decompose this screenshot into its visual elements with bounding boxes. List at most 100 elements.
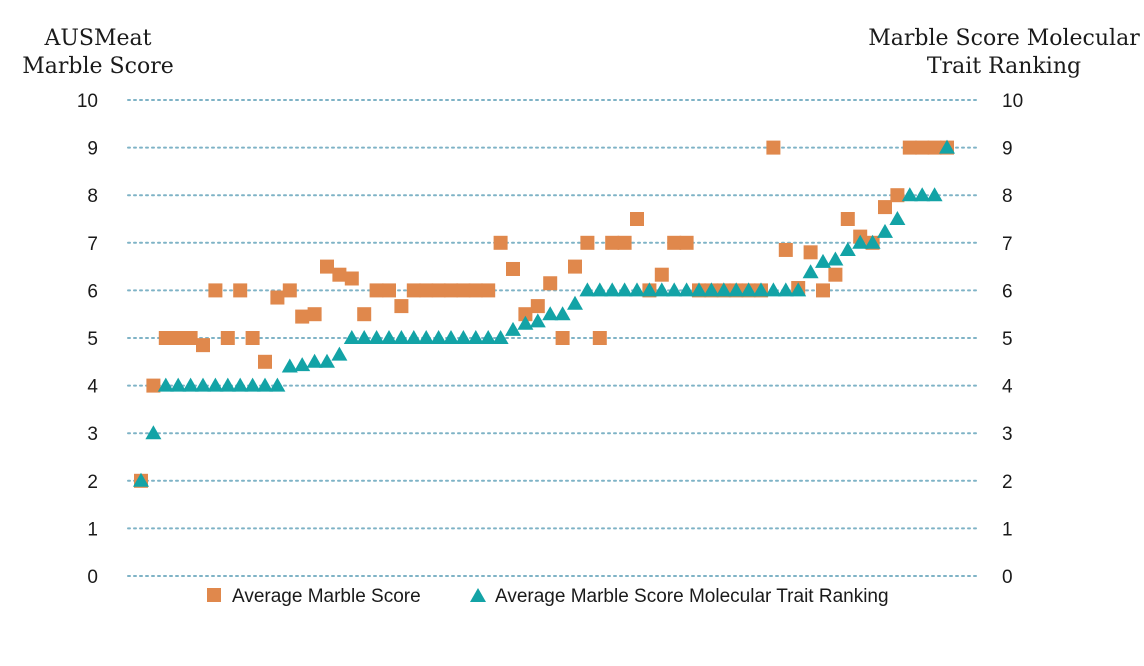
molecular-trait-point bbox=[852, 234, 869, 249]
gridlines bbox=[127, 99, 981, 577]
right-tick-label-6: 6 bbox=[1002, 281, 1013, 302]
marble-score-point bbox=[245, 331, 260, 345]
marble-score-point bbox=[468, 283, 483, 298]
molecular-trait-point bbox=[678, 282, 695, 297]
molecular-trait-point bbox=[691, 282, 707, 297]
marble-score-point bbox=[766, 140, 781, 155]
molecular-trait-point bbox=[182, 377, 199, 392]
marble-score-point bbox=[543, 276, 558, 291]
molecular-trait-point bbox=[579, 282, 596, 297]
right-tick-label-0: 0 bbox=[1002, 567, 1013, 588]
molecular-trait-point bbox=[914, 187, 931, 202]
legend-square-marker bbox=[207, 588, 221, 602]
legend-triangle-marker bbox=[470, 588, 486, 602]
marble-score-point bbox=[369, 283, 384, 298]
left-tick-label-1: 1 bbox=[87, 519, 98, 540]
marble-score-point bbox=[444, 283, 458, 298]
marble-score-point bbox=[233, 283, 248, 298]
marble-score-point bbox=[890, 188, 905, 203]
marble-score-point bbox=[568, 259, 582, 274]
molecular-trait-point bbox=[430, 330, 447, 344]
molecular-trait-point bbox=[393, 330, 410, 344]
marble-score-point bbox=[592, 331, 607, 345]
marble-score-point bbox=[828, 267, 843, 282]
molecular-trait-point bbox=[591, 282, 608, 297]
molecular-trait-point bbox=[319, 353, 335, 368]
molecular-trait-point bbox=[827, 251, 844, 266]
marble-score-point bbox=[840, 212, 855, 226]
marble-score-point bbox=[555, 331, 570, 345]
molecular-trait-point bbox=[492, 330, 509, 344]
molecular-trait-point bbox=[567, 295, 583, 310]
marble-score-point bbox=[258, 354, 272, 369]
marble-score-point bbox=[171, 331, 186, 345]
molecular-trait-point bbox=[455, 330, 472, 344]
marble-score-point bbox=[518, 307, 533, 322]
molecular-trait-point bbox=[554, 306, 571, 321]
molecular-trait-point bbox=[666, 282, 683, 297]
left-tick-label-7: 7 bbox=[87, 234, 98, 255]
molecular-trait-point bbox=[133, 472, 149, 487]
molecular-trait-point bbox=[901, 187, 918, 202]
marble-score-point bbox=[654, 267, 669, 282]
molecular-trait-point bbox=[170, 377, 187, 392]
marble-score-point bbox=[406, 283, 421, 298]
marble-score-point bbox=[282, 283, 297, 298]
molecular-trait-point bbox=[529, 313, 546, 328]
right-y-axis-ticks: 0 1 2 3 4 5 6 7 8 9 10 bbox=[1002, 91, 1023, 588]
marble-score-point bbox=[196, 338, 210, 353]
marble-score-point bbox=[816, 283, 830, 298]
marble-score-point bbox=[332, 267, 347, 282]
molecular-trait-point bbox=[232, 377, 249, 392]
molecular-trait-point bbox=[257, 377, 273, 392]
right-axis-title-line2: Trait Ranking bbox=[927, 54, 1081, 79]
molecular-trait-point bbox=[604, 282, 621, 297]
right-axis-title-line1: Marble Score Molecular bbox=[868, 26, 1140, 51]
molecular-trait-point bbox=[777, 282, 794, 297]
marble-score-point bbox=[220, 331, 235, 345]
molecular-trait-point bbox=[356, 330, 373, 344]
marble-score-point bbox=[506, 261, 520, 276]
right-tick-label-2: 2 bbox=[1002, 472, 1013, 493]
molecular-trait-point bbox=[269, 377, 286, 392]
molecular-trait-point bbox=[505, 321, 521, 336]
marble-score-point bbox=[158, 331, 173, 345]
molecular-trait-point bbox=[864, 234, 881, 249]
left-tick-label-9: 9 bbox=[87, 139, 98, 160]
left-tick-label-2: 2 bbox=[87, 472, 98, 493]
marble-score-point bbox=[357, 307, 372, 322]
molecular-trait-point bbox=[281, 358, 298, 373]
molecular-trait-point bbox=[343, 330, 360, 344]
marble-score-point bbox=[679, 235, 694, 250]
right-tick-label-4: 4 bbox=[1002, 377, 1013, 398]
right-tick-label-5: 5 bbox=[1002, 329, 1013, 350]
molecular-trait-point bbox=[629, 282, 645, 297]
molecular-trait-point bbox=[641, 282, 658, 297]
molecular-trait-point bbox=[728, 282, 745, 297]
legend: Average Marble Score Average Marble Scor… bbox=[207, 586, 889, 607]
marble-score-point bbox=[431, 283, 446, 298]
marble-score-point bbox=[419, 283, 434, 298]
marble-score-point bbox=[394, 299, 409, 314]
molecular-trait-point bbox=[653, 282, 670, 297]
molecular-trait-point bbox=[294, 357, 311, 372]
right-tick-label-10: 10 bbox=[1002, 91, 1023, 112]
molecular-trait-point bbox=[542, 306, 559, 321]
marble-score-point bbox=[320, 259, 334, 274]
molecular-trait-point bbox=[939, 139, 955, 154]
molecular-trait-point bbox=[405, 330, 422, 344]
molecular-trait-point bbox=[802, 264, 819, 279]
molecular-trait-point bbox=[926, 187, 943, 202]
marble-score-point bbox=[580, 235, 595, 250]
molecular-trait-point bbox=[740, 282, 757, 297]
marble-score-point bbox=[183, 331, 198, 345]
marble-score-point bbox=[630, 212, 644, 226]
right-tick-label-8: 8 bbox=[1002, 186, 1013, 207]
left-y-axis-ticks: 0 1 2 3 4 5 6 7 8 9 10 bbox=[77, 91, 99, 588]
molecular-trait-point bbox=[790, 282, 807, 297]
marble-score-point bbox=[915, 140, 930, 155]
marble-score-point bbox=[270, 290, 285, 305]
right-tick-label-9: 9 bbox=[1002, 139, 1013, 160]
molecular-trait-point bbox=[616, 282, 633, 297]
